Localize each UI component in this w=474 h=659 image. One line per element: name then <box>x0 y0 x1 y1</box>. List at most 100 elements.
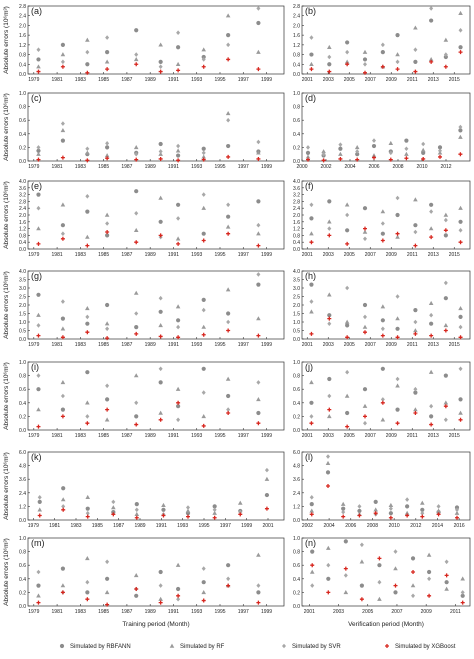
point-xgboost <box>413 69 418 74</box>
point-rf <box>443 323 449 328</box>
point-rf <box>60 52 66 57</box>
x-tick-label: 2005 <box>344 252 355 258</box>
y-tick-label: 0.0 <box>19 247 26 253</box>
x-tick-label: 1987 <box>121 77 132 83</box>
point-svr <box>158 64 163 70</box>
plot-frame <box>27 451 285 521</box>
point-xgboost <box>363 330 367 335</box>
point-svr <box>134 311 139 316</box>
point-rf <box>458 205 463 210</box>
y-tick-label: 0.4 <box>19 62 26 68</box>
point-rf <box>201 47 207 52</box>
point-rf <box>428 300 434 305</box>
point-rf <box>111 505 116 510</box>
point-rbfann <box>226 311 231 316</box>
legend-label: Simulated by SVR <box>292 644 341 650</box>
point-xgboost <box>85 421 90 426</box>
x-tick-label: 1983 <box>70 523 81 529</box>
point-svr <box>343 573 348 578</box>
point-rf <box>458 10 463 15</box>
point-xgboost <box>158 600 163 605</box>
x-tick-label: 1979 <box>28 609 39 615</box>
y-tick-label: 0.8 <box>293 233 300 239</box>
points <box>36 189 261 248</box>
point-rbfann <box>380 50 385 55</box>
point-rbfann <box>460 593 465 598</box>
x-tick-label: 1999 <box>261 77 272 83</box>
point-rf <box>380 209 386 214</box>
point-rbfann <box>371 143 377 149</box>
x-tick-label: 2003 <box>333 609 344 615</box>
point-svr <box>357 504 362 509</box>
point-rbfann <box>373 499 378 504</box>
point-rf <box>344 202 350 207</box>
point-rbfann <box>395 33 400 38</box>
plot-frame <box>27 270 285 340</box>
x-tick-label: 1981 <box>52 164 63 170</box>
points <box>36 111 261 163</box>
point-xgboost <box>60 414 65 419</box>
point-rbfann <box>362 57 368 62</box>
point-xgboost <box>395 335 400 340</box>
point-rf <box>413 25 418 30</box>
point-xgboost <box>105 156 110 161</box>
x-tick-label: 1997 <box>238 252 249 258</box>
plot-frame <box>301 5 471 75</box>
y-tick-label: 0.0 <box>293 337 300 343</box>
point-xgboost <box>60 64 65 69</box>
point-xgboost <box>176 158 181 163</box>
point-xgboost <box>158 233 163 238</box>
point-xgboost <box>404 156 409 161</box>
point-rbfann <box>327 62 332 67</box>
point-rbfann <box>443 296 448 301</box>
x-tick-label: 1979 <box>28 433 39 439</box>
point-xgboost <box>309 67 314 72</box>
points <box>309 454 460 520</box>
point-rf <box>340 501 346 506</box>
plot-frame <box>27 361 285 431</box>
point-rbfann <box>60 138 66 143</box>
x-tick-label: 1995 <box>214 342 225 348</box>
point-rf <box>309 569 315 574</box>
point-rbfann <box>60 566 66 571</box>
point-svr <box>309 495 314 500</box>
x-tick-label: 2005 <box>344 433 355 439</box>
point-rbfann <box>413 223 418 228</box>
point-rf <box>388 140 394 146</box>
x-tick-label: 1987 <box>113 523 124 529</box>
point-rbfann <box>404 138 409 143</box>
point-xgboost <box>458 417 463 422</box>
point-rbfann <box>343 539 348 544</box>
point-rf <box>460 576 465 581</box>
point-rbfann <box>458 397 463 402</box>
point-svr <box>186 505 190 510</box>
point-xgboost <box>443 328 448 333</box>
point-rf <box>104 153 110 158</box>
point-rf <box>344 59 350 64</box>
point-xgboost <box>85 158 90 163</box>
point-rf <box>237 500 243 505</box>
x-tick-label: 1999 <box>241 523 252 529</box>
point-svr <box>444 559 449 565</box>
x-tick-label: 2005 <box>362 609 373 615</box>
point-svr <box>158 583 163 588</box>
point-svr <box>256 272 261 277</box>
point-svr <box>105 35 110 40</box>
point-xgboost <box>310 563 315 568</box>
point-rbfann <box>158 569 163 575</box>
y-tick-label: 3.0 <box>19 286 26 292</box>
x-tick-label: 1983 <box>75 252 86 258</box>
point-xgboost <box>61 507 66 512</box>
point-rf <box>362 324 368 329</box>
point-xgboost <box>326 484 331 488</box>
point-xgboost <box>454 515 459 520</box>
point-svr <box>309 202 314 208</box>
point-rf <box>413 197 418 202</box>
point-rf <box>85 306 90 311</box>
point-rbfann <box>429 202 434 207</box>
y-tick-label: 3.6 <box>293 186 300 192</box>
point-rf <box>104 59 110 64</box>
point-svr <box>327 54 332 60</box>
y-tick-label: 2.8 <box>293 199 300 205</box>
y-tick-label: 0.0 <box>293 604 300 610</box>
